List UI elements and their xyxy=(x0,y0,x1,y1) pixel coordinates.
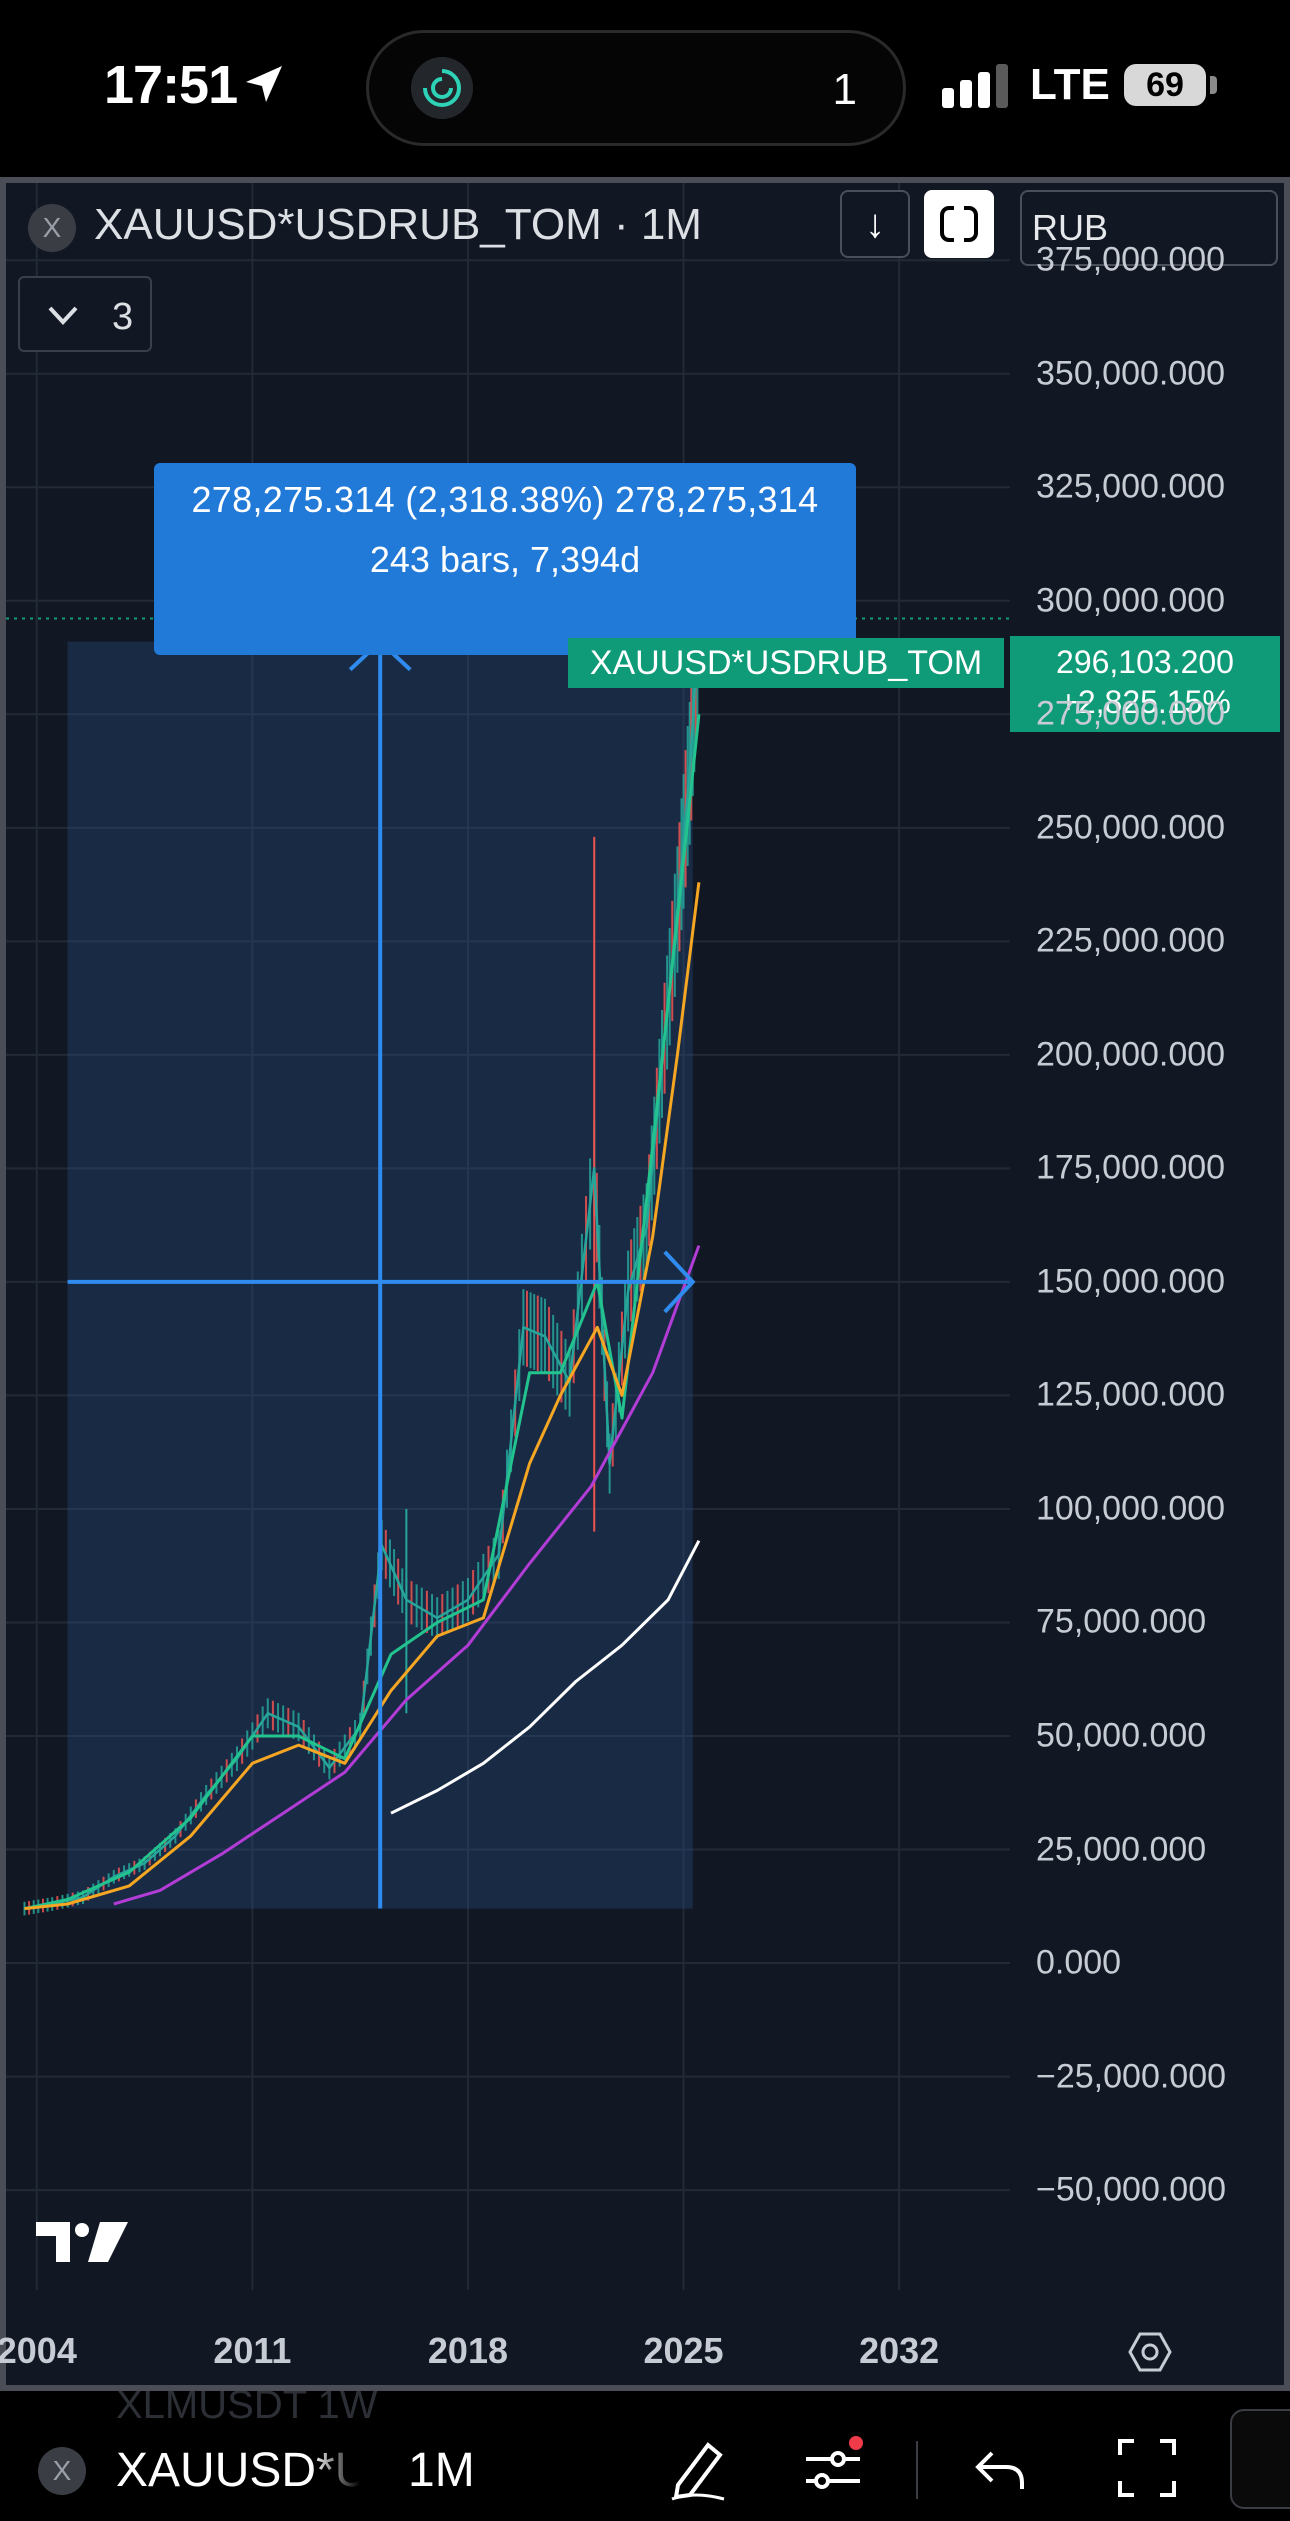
undo-icon[interactable] xyxy=(966,2433,1036,2503)
previous-symbol-ghost: XLMUSDT 1W xyxy=(116,2391,378,2427)
fullscreen-icon[interactable] xyxy=(1112,2433,1182,2503)
measure-horizontal-arrowhead xyxy=(663,1250,696,1314)
scroll-to-latest-button[interactable]: ↓ xyxy=(840,190,910,258)
symbol-title[interactable]: XAUUSD*USDRUB_TOM · 1M xyxy=(94,200,702,249)
pencil-draw-icon[interactable] xyxy=(664,2433,734,2503)
signal-bars-icon xyxy=(942,64,1008,108)
settings-gear-icon[interactable] xyxy=(1128,2330,1172,2374)
bottom-symbol-button[interactable]: XAUUSD*USDRUB_TOM xyxy=(116,2444,360,2497)
measure-tooltip: 278,275.314 (2,318.38%) 278,275,314 243 … xyxy=(154,463,856,655)
tradingview-logo xyxy=(36,2222,128,2262)
price-chart[interactable] xyxy=(0,0,1290,2391)
last-price-change: +2,825.15% xyxy=(1059,684,1231,720)
x-tick-label: 2025 xyxy=(643,2330,724,2371)
frame-icon xyxy=(940,204,978,244)
series-line-1 xyxy=(24,714,701,1911)
series-line-3 xyxy=(113,1245,701,1906)
y-tick-label: 375,000.000 xyxy=(1036,240,1226,279)
series-line-0 xyxy=(24,618,701,1910)
y-tick-label: 150,000.000 xyxy=(1036,1262,1226,1301)
bottom-toolbar: XLMUSDT 1W X XAUUSD*USDRUB_TOM 1M xyxy=(0,2391,1290,2521)
series-name-label: XAUUSD*USDRUB_TOM xyxy=(568,638,1004,688)
y-tick-label: 0.000 xyxy=(1036,1943,1122,1982)
currency-select[interactable]: RUB xyxy=(1020,190,1278,266)
series-line-4 xyxy=(390,1540,701,1815)
network-type: LTE xyxy=(1030,60,1110,109)
series-line-2 xyxy=(24,882,701,1911)
dynamic-island[interactable]: 1 xyxy=(366,30,906,146)
scale-toggle-button[interactable] xyxy=(924,190,994,258)
y-tick-label: 50,000.000 xyxy=(1036,1716,1207,1755)
interval-button[interactable]: 1M xyxy=(408,2444,475,2497)
more-panel-edge[interactable] xyxy=(1230,2409,1290,2509)
y-tick-label: 175,000.000 xyxy=(1036,1148,1226,1187)
y-tick-label: 100,000.000 xyxy=(1036,1489,1226,1528)
battery-nub xyxy=(1210,76,1217,94)
x-tick-label: 2004 xyxy=(0,2330,77,2371)
battery-icon: 69 xyxy=(1124,64,1206,106)
y-tick-label: 200,000.000 xyxy=(1036,1035,1226,1074)
island-count: 1 xyxy=(832,65,857,114)
y-tick-label: 250,000.000 xyxy=(1036,808,1226,847)
x-tick-label: 2018 xyxy=(427,2330,508,2371)
y-tick-label: 350,000.000 xyxy=(1036,354,1226,393)
x-tick-label: 2011 xyxy=(213,2330,292,2371)
measure-change-text: 278,275.314 (2,318.38%) 278,275,314 xyxy=(191,479,819,520)
status-bar: 17:51 1 LTE 69 xyxy=(0,0,1290,175)
close-chart-button[interactable]: X xyxy=(38,2447,86,2495)
y-tick-label: 25,000.000 xyxy=(1036,1830,1207,1869)
y-tick-label: 325,000.000 xyxy=(1036,467,1226,506)
series-lines xyxy=(24,618,701,1911)
y-tick-label: −25,000.000 xyxy=(1036,2057,1227,2096)
indicators-toggle-button[interactable]: 3 xyxy=(18,276,152,352)
x-tick-label: 2032 xyxy=(859,2330,940,2371)
location-arrow-icon xyxy=(246,66,282,102)
y-tick-label: 75,000.000 xyxy=(1036,1602,1207,1641)
toolbar-divider xyxy=(916,2441,918,2499)
last-price-tag: 296,103.200 +2,825.15% xyxy=(1010,636,1280,732)
close-symbol-button[interactable]: X xyxy=(28,204,76,252)
indicator-sliders-icon[interactable] xyxy=(798,2433,868,2503)
chevron-down-icon xyxy=(48,306,78,325)
last-price-value: 296,103.200 xyxy=(1056,644,1234,680)
y-tick-label: 300,000.000 xyxy=(1036,581,1226,620)
y-tick-label: −50,000.000 xyxy=(1036,2170,1227,2209)
app-activity-icon xyxy=(411,57,473,119)
measure-span-text: 243 bars, 7,394d xyxy=(369,539,641,580)
y-tick-label: 125,000.000 xyxy=(1036,1375,1226,1414)
y-tick-label: 275,000.000 xyxy=(1036,694,1226,733)
y-tick-label: 225,000.000 xyxy=(1036,921,1226,960)
indicators-count: 3 xyxy=(112,296,134,338)
clock: 17:51 xyxy=(104,55,238,115)
